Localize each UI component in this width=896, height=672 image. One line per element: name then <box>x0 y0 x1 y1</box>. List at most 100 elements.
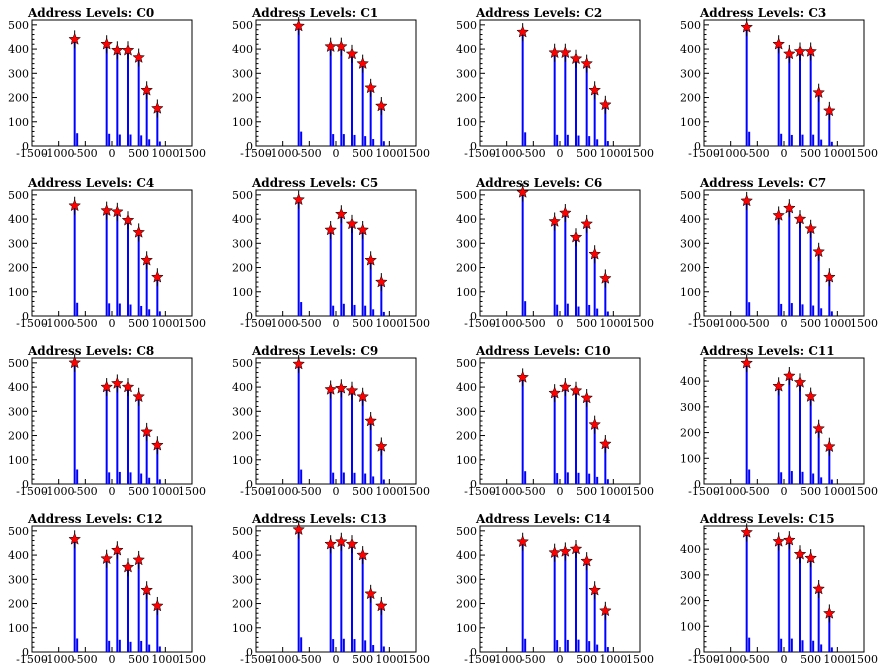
x-tick-label: 500 <box>128 485 149 498</box>
y-tick-label: 0 <box>246 310 253 323</box>
y-tick-label: 0 <box>246 140 253 153</box>
peak-marker-star <box>548 46 562 59</box>
y-tick-label: 100 <box>456 622 477 635</box>
y-tick-label: 100 <box>232 622 253 635</box>
x-tick-label: 1500 <box>850 485 878 498</box>
peak-marker-star <box>121 380 135 393</box>
chart-title: Address Levels: C10 <box>475 344 611 358</box>
x-tick-label: -500 <box>521 653 546 666</box>
plot-frame <box>703 189 865 317</box>
peak-marker-star <box>580 217 594 230</box>
y-tick-label: 500 <box>680 189 701 202</box>
peak-marker-star <box>150 270 164 283</box>
x-tick-label: -500 <box>521 485 546 498</box>
x-tick-label: -500 <box>297 485 322 498</box>
peak-marker-star <box>598 98 612 111</box>
y-tick-label: 100 <box>680 620 701 633</box>
peak-marker-star <box>516 25 530 38</box>
x-tick-label: -1000 <box>715 653 747 666</box>
x-tick-label: 500 <box>128 653 149 666</box>
y-tick-label: 500 <box>456 189 477 202</box>
peak-marker-star <box>364 253 378 266</box>
peak-marker-star <box>822 440 836 453</box>
peak-marker-star <box>100 552 114 565</box>
y-tick-label: 500 <box>8 19 29 32</box>
x-tick-label: 0 <box>109 317 116 330</box>
peak-marker-star <box>580 391 594 404</box>
y-tick-label: 300 <box>232 405 253 418</box>
peak-marker-star <box>569 542 583 555</box>
peak-marker-star <box>345 217 359 230</box>
chart-panel: Address Levels: C70100200300400500-1500-… <box>680 176 878 330</box>
y-tick-label: 500 <box>232 189 253 202</box>
peak-marker-star <box>100 203 114 217</box>
peak-marker-star <box>782 533 796 546</box>
peak-marker-star <box>140 425 154 438</box>
chart-title: Address Levels: C1 <box>251 6 378 20</box>
x-tick-label: -500 <box>73 147 98 160</box>
y-tick-label: 200 <box>680 595 701 608</box>
peak-marker-star <box>740 525 754 538</box>
chart-panel: Address Levels: C40100200300400500-1500-… <box>8 176 206 330</box>
x-tick-label: 1500 <box>626 485 654 498</box>
x-tick-label: 500 <box>800 485 821 498</box>
x-tick-label: -1500 <box>688 653 720 666</box>
y-tick-label: 0 <box>22 140 29 153</box>
x-tick-label: 1500 <box>402 485 430 498</box>
chart-panel: Address Levels: C00100200300400500-1500-… <box>8 6 206 160</box>
y-tick-label: 100 <box>456 454 477 467</box>
y-tick-label: 200 <box>8 262 29 275</box>
chart-panel: Address Levels: C30100200300400500-1500-… <box>680 6 878 160</box>
y-tick-label: 400 <box>8 381 29 394</box>
plot-frame <box>479 189 641 317</box>
y-tick-label: 100 <box>456 286 477 299</box>
x-tick-label: -1000 <box>43 653 75 666</box>
peak-marker-star <box>356 56 370 70</box>
x-tick-label: 500 <box>576 147 597 160</box>
y-tick-label: 300 <box>680 67 701 80</box>
peak-marker-star <box>356 390 370 403</box>
x-tick-label: 0 <box>781 653 788 666</box>
x-tick-label: 1000 <box>599 147 627 160</box>
y-tick-label: 300 <box>680 569 701 582</box>
peak-marker-star <box>374 599 388 612</box>
peak-marker-star <box>812 582 826 595</box>
peak-marker-star <box>140 83 154 96</box>
peak-marker-star <box>782 47 796 60</box>
peak-marker-star <box>100 380 114 393</box>
peak-marker-star <box>822 606 836 619</box>
peak-marker-star <box>121 560 135 573</box>
peak-marker-star <box>334 381 348 394</box>
peak-marker-star <box>345 47 359 60</box>
chart-title: Address Levels: C3 <box>699 6 826 20</box>
x-tick-label: 1500 <box>402 147 430 160</box>
peak-marker-star <box>150 438 164 451</box>
x-tick-label: 1000 <box>375 317 403 330</box>
y-tick-label: 300 <box>232 573 253 586</box>
y-tick-label: 100 <box>680 286 701 299</box>
y-tick-label: 0 <box>694 140 701 153</box>
peak-marker-star <box>121 43 135 56</box>
peak-marker-star <box>324 537 338 550</box>
peak-marker-star <box>740 194 754 207</box>
y-tick-label: 500 <box>8 357 29 370</box>
peak-marker-star <box>558 380 572 393</box>
peak-marker-star <box>740 20 754 33</box>
chart-title: Address Levels: C9 <box>251 344 378 358</box>
x-tick-label: 500 <box>576 317 597 330</box>
x-tick-label: 1000 <box>375 485 403 498</box>
y-tick-label: 500 <box>232 357 253 370</box>
x-tick-label: -500 <box>521 317 546 330</box>
x-tick-label: 1000 <box>599 317 627 330</box>
y-tick-label: 500 <box>680 19 701 32</box>
peak-marker-star <box>782 369 796 382</box>
x-tick-label: 1000 <box>151 317 179 330</box>
x-tick-label: -1000 <box>267 147 299 160</box>
x-tick-label: 1000 <box>151 147 179 160</box>
peak-marker-star <box>334 535 348 548</box>
y-tick-label: 200 <box>8 92 29 105</box>
peak-marker-star <box>772 534 786 547</box>
chart-panel: Address Levels: C50100200300400500-1500-… <box>232 176 430 330</box>
chart-title: Address Levels: C12 <box>27 512 163 526</box>
plot-frame <box>479 525 641 653</box>
